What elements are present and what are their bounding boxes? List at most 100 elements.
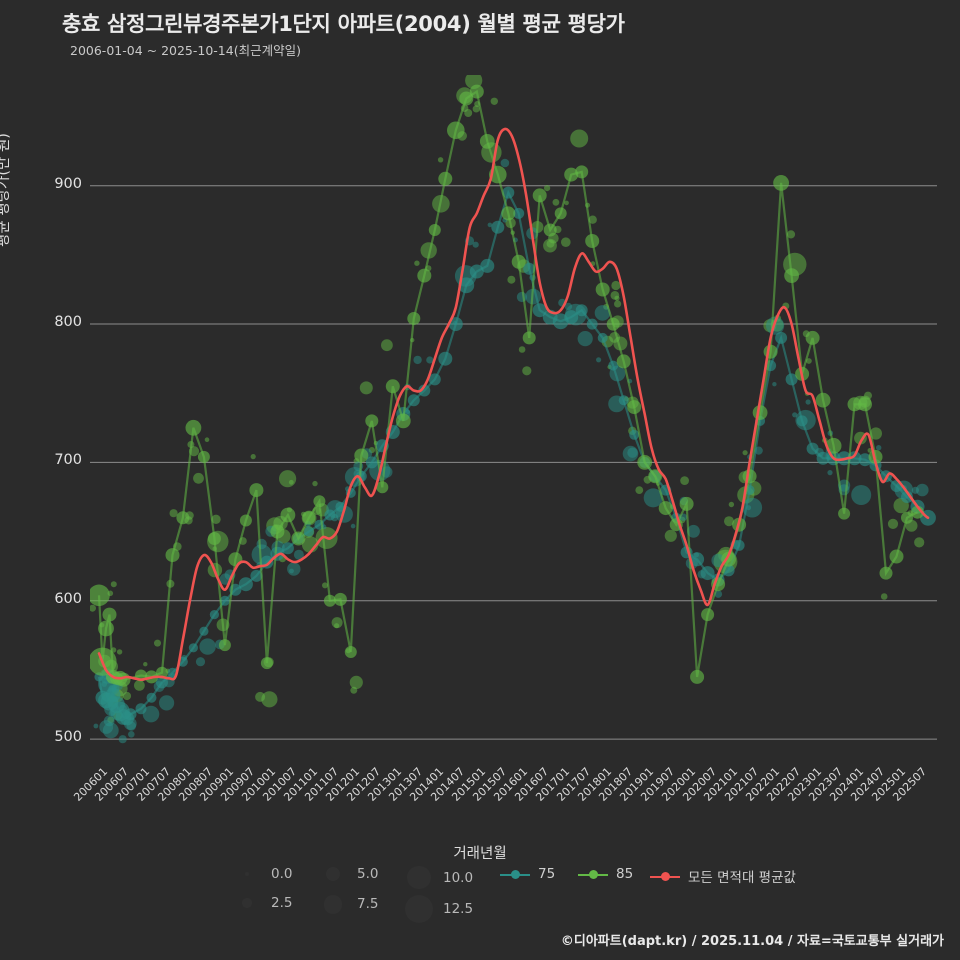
data-point [858,453,872,467]
data-point [532,188,547,203]
y-tick-label: 900 [54,175,82,192]
data-point [577,331,593,347]
data-point [490,97,498,105]
data-point [354,448,369,463]
data-point [323,594,336,607]
data-point [701,608,715,622]
data-point [513,207,525,219]
data-point [116,672,131,687]
size-legend-item: 2.5 [232,895,292,911]
data-point [532,303,547,318]
data-point [209,610,219,620]
data-point [480,258,495,273]
page-title: 충효 삼정그린뷰경주본가1단지 아파트(2004) 월별 평균 평당가 [62,12,625,36]
data-point [564,200,569,206]
series-line [97,89,919,681]
data-point [98,620,114,637]
data-point [575,304,588,317]
series-legend-swatch [500,868,530,881]
data-point [293,549,304,560]
data-point [785,373,798,386]
data-point [249,483,264,498]
data-point [629,429,640,440]
data-point [887,518,899,529]
data-point [586,318,598,330]
data-point [381,339,393,352]
data-point [889,549,904,564]
data-point [596,357,602,363]
data-point [806,442,819,455]
data-point [796,415,808,427]
size-legend-label: 5.0 [357,866,379,882]
data-point [472,241,479,248]
data-point [595,282,610,297]
data-point [792,412,798,418]
data-point [772,382,777,387]
data-point [680,476,689,485]
data-point [511,254,526,269]
data-point [281,542,294,555]
data-point [876,445,882,451]
data-point [414,260,420,266]
data-point [333,592,347,606]
data-point [585,234,600,248]
data-point [786,230,796,239]
data-point [618,395,629,406]
data-point [279,470,297,488]
series-legend-item-모든 면적대 평균값[interactable]: 모든 면적대 평균값 [650,866,796,886]
size-legend-dot [404,895,434,924]
data-point [219,595,230,606]
data-point [448,317,463,332]
data-point [288,479,294,485]
data-point [564,302,573,311]
data-point [805,330,820,345]
data-point [594,305,611,321]
data-point [838,507,851,520]
size-legend-label: 2.5 [271,895,293,911]
data-point [491,220,505,234]
data-point [687,524,700,538]
data-point [238,577,253,592]
data-point [291,531,306,546]
data-point [522,331,536,345]
data-point [103,715,115,727]
data-point [447,121,465,140]
data-point [102,722,119,739]
data-point [616,354,631,369]
data-point [614,300,622,308]
data-point [146,692,157,703]
data-point [128,731,135,738]
data-point [608,360,619,371]
data-point [479,134,495,149]
data-point [775,331,788,344]
data-point [250,454,256,460]
data-point [901,491,913,503]
data-point [438,351,453,366]
data-point [349,675,363,690]
data-point [858,397,872,412]
data-point [134,680,145,691]
chart-subtitle: 2006-01-04 ~ 2025-10-14(최근계약일) [70,43,301,58]
size-legend-dot [407,866,431,890]
data-point [500,158,510,168]
size-legend-label: 10.0 [443,869,474,886]
data-point [648,469,663,484]
data-point [827,470,833,476]
x-axis-title: 거래년월 [453,846,507,862]
data-point [763,344,778,359]
data-point [711,553,725,568]
size-legend-dot [242,898,252,908]
data-point [635,486,644,494]
data-point [815,392,831,408]
series-legend-label: 모든 면적대 평균값 [688,870,796,886]
data-point [588,215,597,224]
size-legend-item: 5.0 [318,866,378,882]
data-point [825,437,842,454]
series-legend-item-85[interactable]: 85 [578,866,633,882]
data-point [847,397,862,412]
y-tick-label: 700 [54,452,82,469]
series-legend-item-75[interactable]: 75 [500,866,555,882]
data-point [116,649,123,655]
scatter-cloud-75 [93,158,929,744]
data-point [742,469,757,484]
